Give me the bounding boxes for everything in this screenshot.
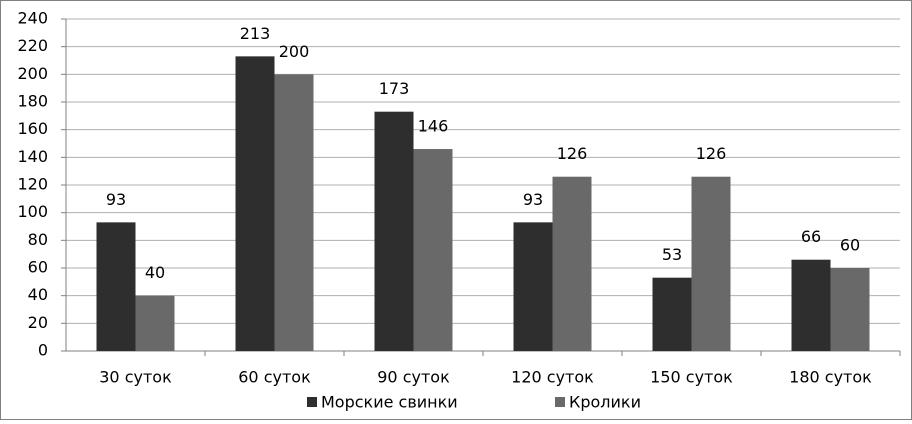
data-label: 126: [557, 144, 588, 163]
y-tick-label: 220: [17, 36, 48, 55]
x-tick-label: 30 суток: [99, 368, 172, 387]
data-label: 146: [418, 117, 449, 136]
bar: [274, 74, 314, 351]
x-tick-label: 120 суток: [511, 368, 594, 387]
y-tick-label: 100: [17, 202, 48, 221]
y-tick-label: 20: [28, 313, 48, 332]
y-tick-label: 200: [17, 64, 48, 83]
bar: [235, 56, 275, 351]
bar: [830, 268, 870, 351]
bar: [513, 222, 553, 351]
legend-label: Кролики: [569, 393, 641, 412]
bar: [96, 222, 136, 351]
legend-swatch: [307, 397, 317, 407]
y-tick-label: 40: [28, 285, 48, 304]
data-label: 200: [279, 42, 310, 61]
x-tick-label: 60 суток: [238, 368, 311, 387]
bar: [691, 176, 731, 351]
data-label: 93: [523, 190, 543, 209]
bar: [652, 277, 692, 351]
legend-swatch: [555, 397, 565, 407]
x-tick-label: 180 суток: [789, 368, 872, 387]
bar: [374, 111, 414, 351]
data-label: 173: [379, 79, 410, 98]
bar: [791, 259, 831, 351]
data-label: 93: [106, 190, 126, 209]
data-label: 60: [840, 236, 860, 255]
y-tick-label: 0: [38, 341, 48, 360]
data-label: 213: [240, 24, 271, 43]
data-label: 53: [662, 245, 682, 264]
x-tick-label: 90 суток: [377, 368, 450, 387]
data-label: 66: [801, 227, 821, 246]
y-tick-label: 60: [28, 258, 48, 277]
bar: [413, 149, 453, 351]
data-label: 40: [145, 263, 165, 282]
data-label: 126: [696, 144, 727, 163]
y-tick-label: 240: [17, 9, 48, 28]
bar: [552, 176, 592, 351]
y-tick-label: 160: [17, 119, 48, 138]
y-tick-label: 180: [17, 92, 48, 111]
x-tick-label: 150 суток: [650, 368, 733, 387]
y-tick-label: 80: [28, 230, 48, 249]
legend-label: Морские свинки: [321, 393, 458, 412]
y-tick-label: 140: [17, 147, 48, 166]
y-tick-label: 120: [17, 175, 48, 194]
bar: [135, 295, 175, 351]
